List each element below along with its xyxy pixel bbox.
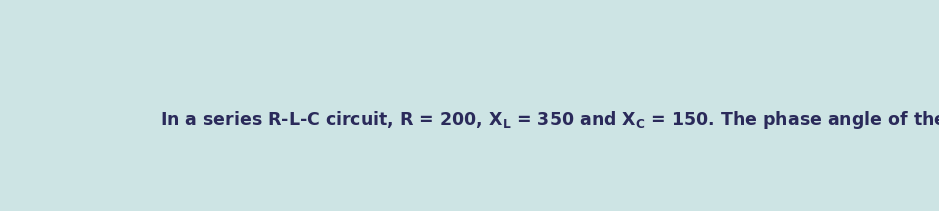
Text: In a series R-L-C circuit, R = 200, $\mathbf{X_L}$ = 350 and $\mathbf{X_C}$ = 15: In a series R-L-C circuit, R = 200, $\ma… <box>160 108 939 131</box>
